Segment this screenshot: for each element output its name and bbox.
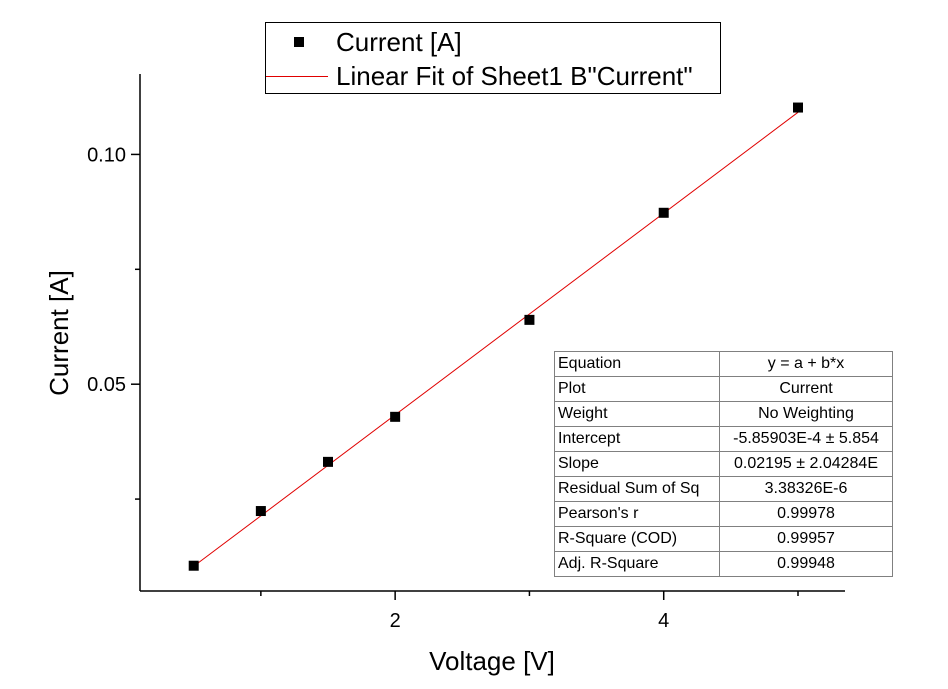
legend-label-data: Current [A] <box>336 26 462 57</box>
data-point <box>793 102 803 113</box>
fit-table-value: No Weighting <box>719 401 893 427</box>
data-points-layer <box>188 102 803 571</box>
fit-table-key: Equation <box>554 351 720 377</box>
fit-table-row: Residual Sum of Sq 3.38326E-6 <box>554 476 893 502</box>
fit-table-value: 3.38326E-6 <box>719 476 893 502</box>
legend-entry-data: Current [A] <box>266 25 462 59</box>
fit-table-row: Intercept -5.85903E-4 ± 5.854 <box>554 426 893 452</box>
square-marker-icon <box>266 25 332 59</box>
fit-table-value: -5.85903E-4 ± 5.854 <box>719 426 893 452</box>
fit-table-key: R-Square (COD) <box>554 526 720 552</box>
x-tick-label: 4 <box>658 610 669 632</box>
y-axis-label: Current [A] <box>44 270 74 396</box>
fit-table-value: 0.99948 <box>719 551 893 577</box>
fit-results-table: Equation y = a + b*x Plot Current Weight No W… <box>554 351 893 577</box>
fit-table-value: 0.99978 <box>719 501 893 527</box>
fit-table-value: 0.99957 <box>719 526 893 552</box>
legend-label-fit: Linear Fit of Sheet1 B"Current" <box>336 60 693 91</box>
fit-table-key: Pearson's r <box>554 501 720 527</box>
fit-table-key: Plot <box>554 376 720 402</box>
fit-table-value: y = a + b*x <box>719 351 893 377</box>
fit-table-row: R-Square (COD) 0.99957 <box>554 526 893 552</box>
fit-table-row: Pearson's r 0.99978 <box>554 501 893 527</box>
data-point <box>188 560 199 571</box>
line-marker-icon <box>266 59 332 93</box>
fit-table-row: Equation y = a + b*x <box>554 351 893 377</box>
fit-line <box>193 111 799 567</box>
x-tick-label: 2 <box>390 610 401 632</box>
data-point <box>323 456 333 467</box>
data-point <box>390 411 401 422</box>
fit-table-row: Plot Current <box>554 376 893 402</box>
fit-table-key: Residual Sum of Sq <box>554 476 720 502</box>
fit-table-key: Slope <box>554 451 720 477</box>
fit-table-key: Weight <box>554 401 720 427</box>
fit-table-value: 0.02195 ± 2.04284E <box>719 451 893 477</box>
y-tick-label: 0.10 <box>87 144 126 166</box>
fit-line-layer <box>193 111 799 567</box>
fit-table-row: Slope 0.02195 ± 2.04284E <box>554 451 893 477</box>
fit-table-key: Intercept <box>554 426 720 452</box>
fit-table-row: Adj. R-Square 0.99948 <box>554 551 893 577</box>
fit-table-key: Adj. R-Square <box>554 551 720 577</box>
legend: Current [A] Linear Fit of Sheet1 B"Curre… <box>265 22 721 94</box>
data-point <box>524 314 535 325</box>
data-point <box>255 506 266 517</box>
x-axis-label: Voltage [V] <box>429 646 555 676</box>
data-point <box>658 207 669 218</box>
fit-table-value: Current <box>719 376 893 402</box>
y-tick-label: 0.05 <box>87 374 126 396</box>
axes: 2 4 0.05 0.10 <box>87 74 845 632</box>
fit-table-row: Weight No Weighting <box>554 401 893 427</box>
legend-entry-fit: Linear Fit of Sheet1 B"Current" <box>266 59 693 93</box>
